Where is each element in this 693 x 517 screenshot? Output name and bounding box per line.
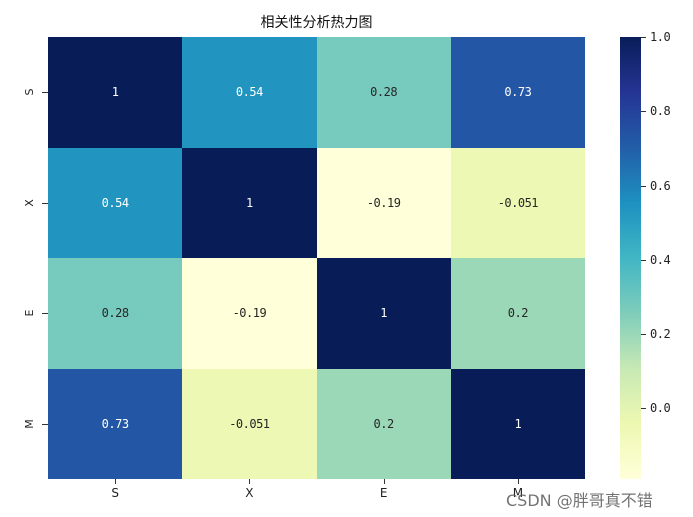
- colorbar-tick-mark: [641, 37, 646, 38]
- heatmap-cell: -0.19: [182, 258, 317, 369]
- heatmap-cell: 1: [316, 258, 451, 369]
- x-tick-label: M: [512, 486, 524, 500]
- x-tick-mark: [115, 479, 117, 484]
- colorbar-tick-mark: [641, 185, 646, 187]
- y-tick-label: S: [23, 88, 36, 96]
- heatmap-cell: 1: [182, 147, 317, 258]
- colorbar: [620, 37, 641, 479]
- colorbar-tick-label: 1.0: [650, 30, 671, 44]
- y-tick-label: X: [23, 198, 36, 207]
- watermark: CSDN @胖哥真不错: [506, 491, 653, 510]
- y-tick-mark: [42, 423, 48, 425]
- colorbar-tick-mark: [641, 259, 646, 261]
- colorbar-tick-label: 0.0: [650, 401, 671, 416]
- y-tick-label: M: [23, 419, 36, 429]
- x-tick-mark: [517, 479, 519, 484]
- y-tick-label: E: [23, 309, 36, 317]
- heatmap-grid: 1 0.54 0.28 0.73 0.54 1 -0.19 -0.051 0.28 -0.19 1 0…: [48, 37, 585, 479]
- colorbar-tick-mark: [641, 408, 646, 410]
- colorbar-tick-label: 0.4: [650, 252, 671, 267]
- heatmap-cell: -0.051: [182, 368, 317, 479]
- heatmap-cell: 0.2: [316, 368, 451, 479]
- heatmap-cell: 0.73: [450, 37, 585, 148]
- x-tick-mark: [383, 479, 385, 484]
- heatmap-cell: 0.28: [316, 37, 451, 148]
- heatmap-cell: 1: [450, 368, 585, 479]
- x-tick-label: E: [379, 486, 388, 500]
- colorbar-tick-mark: [641, 111, 646, 113]
- heatmap-cell: 0.54: [48, 147, 183, 258]
- x-tick-mark: [249, 479, 251, 484]
- heatmap-cell: 0.2: [450, 258, 585, 369]
- heatmap-cell: 0.28: [48, 258, 183, 369]
- heatmap-cell: 0.73: [48, 368, 183, 479]
- y-tick-mark: [42, 202, 48, 204]
- y-tick-mark: [42, 92, 48, 94]
- colorbar-tick-label: 0.2: [650, 327, 671, 342]
- heatmap-cell: 0.54: [182, 37, 317, 148]
- heatmap-cell: 1: [48, 37, 183, 148]
- colorbar-tick-label: 0.6: [650, 178, 671, 193]
- colorbar-tick-mark: [641, 334, 646, 336]
- y-tick-mark: [42, 313, 48, 315]
- x-tick-label: S: [111, 486, 119, 500]
- chart-title: 相关性分析热力图: [260, 15, 373, 31]
- x-tick-label: X: [245, 486, 254, 500]
- colorbar-tick-label: 0.8: [650, 104, 671, 119]
- heatmap-cell: -0.051: [450, 147, 585, 258]
- heatmap-cell: -0.19: [316, 147, 451, 258]
